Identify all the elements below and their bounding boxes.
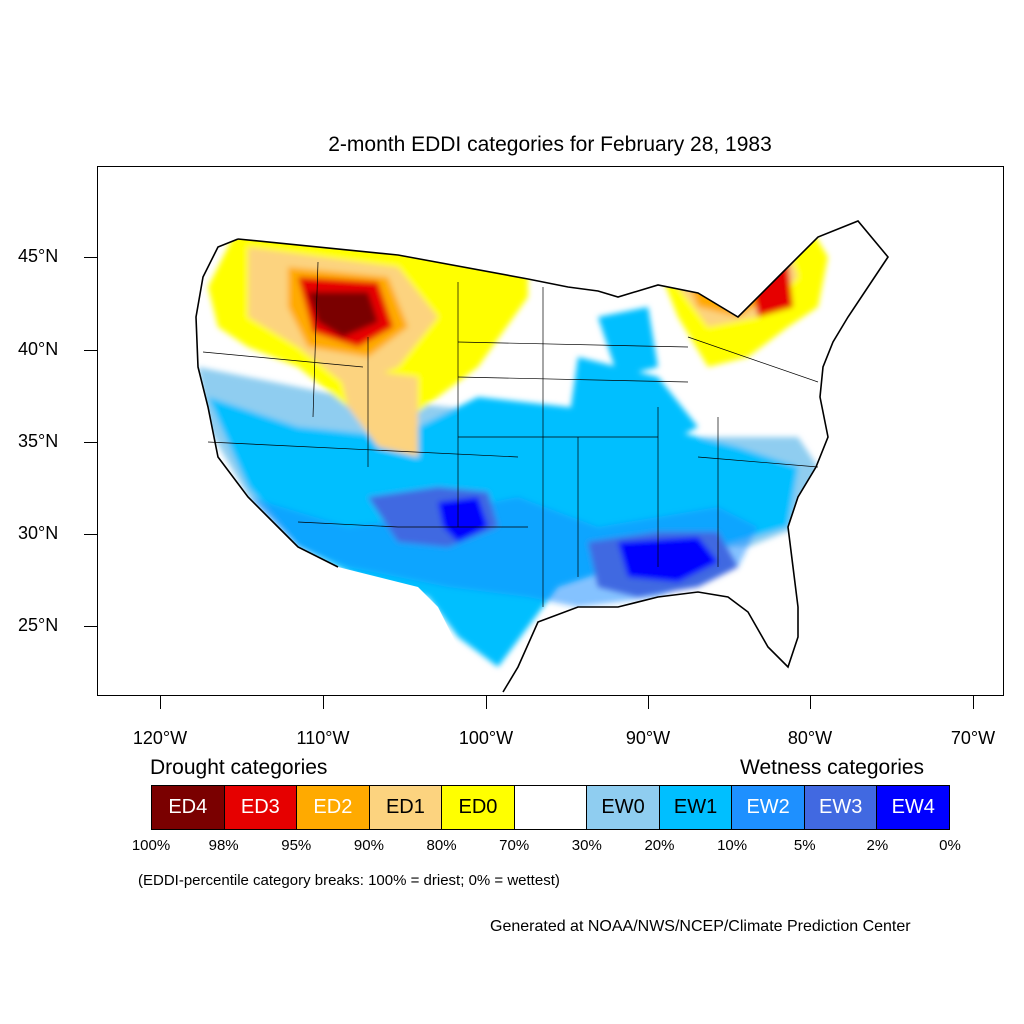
state-borders	[202, 261, 819, 607]
legend-box-ed4: ED4	[152, 786, 225, 829]
category-fill	[196, 221, 888, 695]
lat-tick	[84, 350, 97, 351]
legend-box-ew4: EW4	[877, 786, 950, 829]
drought-heading: Drought categories	[150, 756, 328, 779]
lon-tick	[160, 696, 161, 709]
legend-box-ed1: ED1	[369, 786, 443, 829]
percentile-label: 90%	[353, 837, 384, 854]
lon-tick	[973, 696, 974, 709]
legend-box-ed3: ED3	[224, 786, 298, 829]
lat-tick	[84, 626, 97, 627]
lat-label-40: 40°N	[18, 339, 59, 359]
percentile-label: 100%	[131, 837, 171, 854]
map-title: 2-month EDDI categories for February 28,…	[328, 133, 772, 156]
lon-label-110: 110°W	[296, 728, 350, 748]
percentile-label: 5%	[793, 837, 816, 854]
lat-label-25: 25°N	[18, 615, 59, 635]
lat-label-45: 45°N	[18, 246, 59, 266]
percentile-label: 10%	[717, 837, 748, 854]
lon-tick	[486, 696, 487, 709]
percentile-label: 2%	[866, 837, 889, 854]
lon-tick	[323, 696, 324, 709]
legend-box-ed2: ED2	[297, 786, 370, 829]
lat-label-35: 35°N	[18, 431, 59, 451]
eddi-map	[195, 220, 889, 695]
lat-tick	[84, 534, 97, 535]
coastline	[195, 220, 889, 693]
lon-label-100: 100°W	[458, 728, 514, 748]
lat-tick	[84, 442, 97, 443]
credit-line: Generated at NOAA/NWS/NCEP/Climate Predi…	[490, 918, 911, 935]
percentile-label: 20%	[644, 837, 675, 854]
wetness-heading: Wetness categories	[740, 756, 925, 779]
legend-box-ew2: EW2	[732, 786, 805, 829]
percentile-label: 80%	[426, 837, 457, 854]
percentile-label: 70%	[499, 837, 530, 854]
legend-box-normal	[514, 786, 588, 829]
percentile-label: 95%	[281, 837, 312, 854]
lon-label-120: 120°W	[132, 728, 188, 748]
legend-box-ew3: EW3	[804, 786, 878, 829]
percentile-label: 0%	[939, 837, 961, 854]
lon-label-90: 90°W	[625, 728, 671, 748]
lon-label-80: 80°W	[787, 728, 833, 748]
category-legend: ED4 ED3 ED2 ED1 ED0 EW0 EW1 EW2 EW3 EW4	[151, 785, 950, 830]
legend-box-ew0: EW0	[587, 786, 660, 829]
lon-label-70: 70°W	[950, 728, 996, 748]
legend-box-ed0: ED0	[442, 786, 515, 829]
percentile-label: 98%	[208, 837, 239, 854]
map-panel	[97, 166, 1004, 696]
category-note: (EDDI-percentile category breaks: 100% =…	[138, 872, 560, 889]
percentile-label: 30%	[571, 837, 602, 854]
lon-tick	[810, 696, 811, 709]
legend-box-ew1: EW1	[659, 786, 733, 829]
lat-tick	[84, 257, 97, 258]
lat-label-30: 30°N	[18, 523, 59, 543]
lon-tick	[648, 696, 649, 709]
